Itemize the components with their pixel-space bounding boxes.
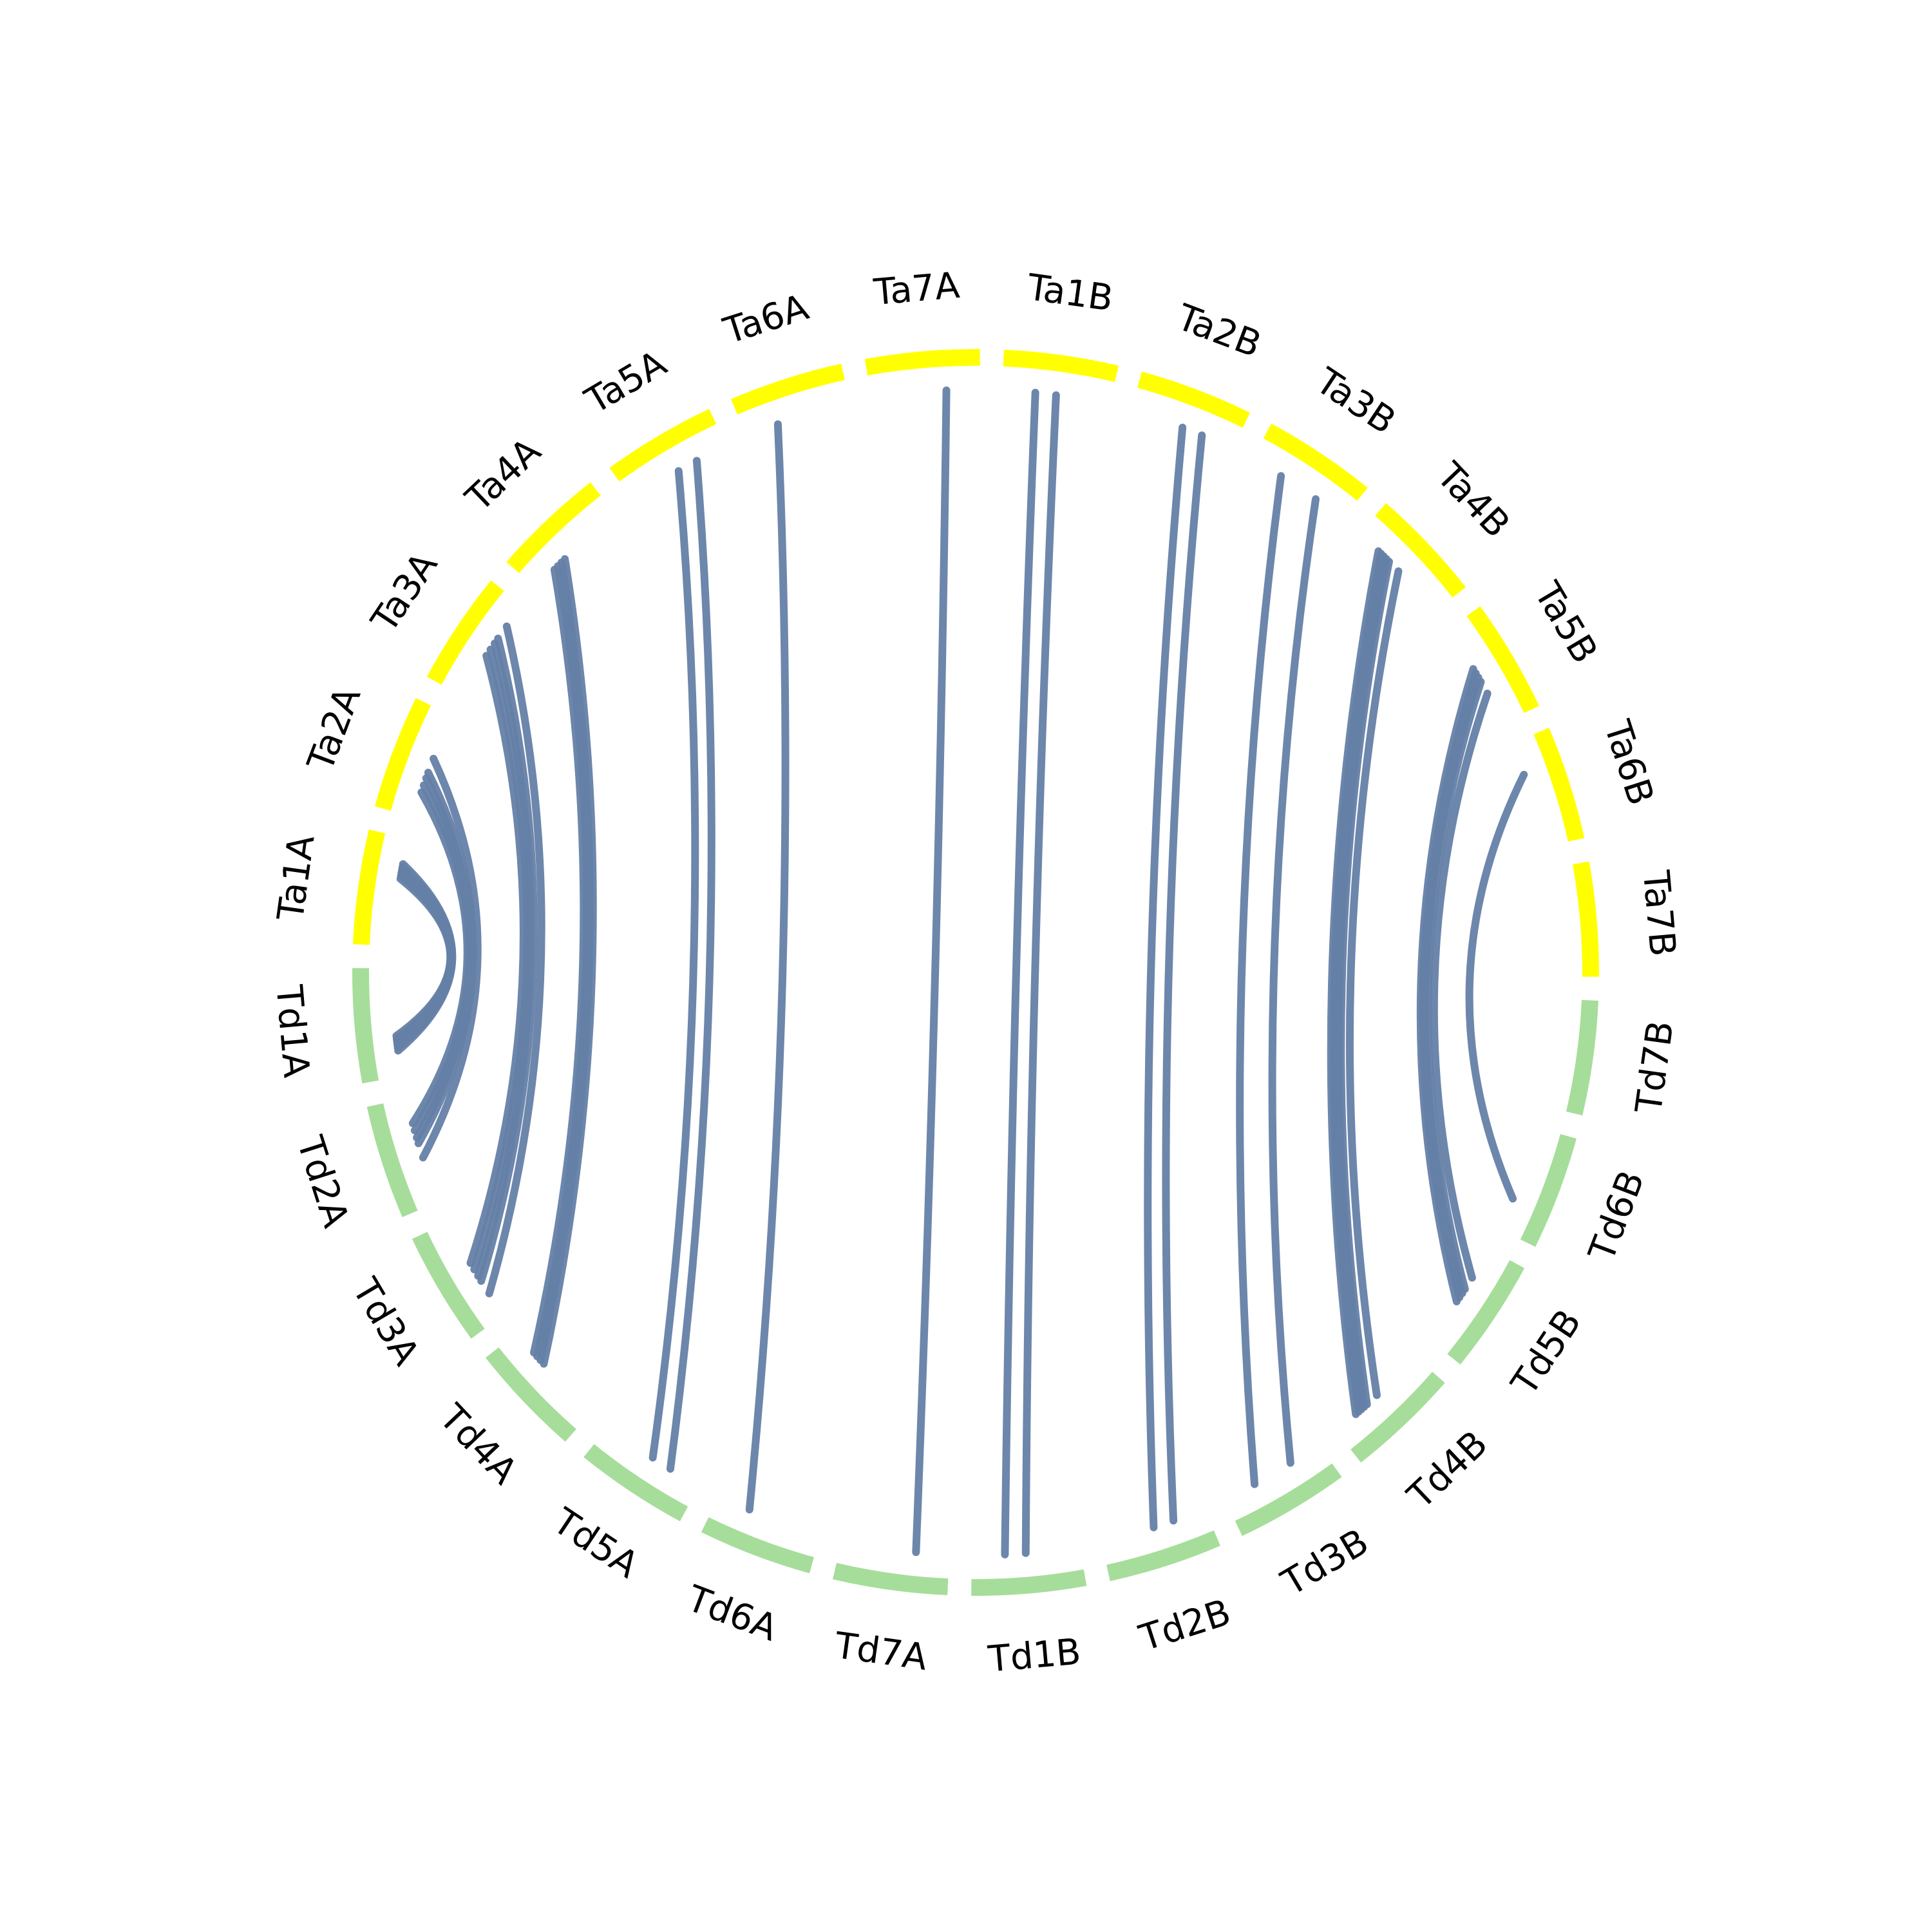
chromosome-label-td6b: Td6B [1580, 1165, 1653, 1267]
chromosome-label-ta6a: Ta6A [718, 287, 813, 353]
chromosome-label-td7b: Td7B [1628, 1018, 1682, 1116]
chromosome-label-ta4b: Ta4B [1428, 454, 1518, 545]
chromosome-label-td2a: Td2A [289, 1131, 357, 1233]
chromosome-segment-td7a [833, 1562, 949, 1596]
chromosome-label-ta2a: Ta2A [299, 681, 369, 777]
link-td6b-ta6b [1465, 770, 1528, 1203]
chromosome-segment-td2a [366, 1103, 418, 1218]
chromosome-label-ta1a: Ta1A [270, 833, 323, 924]
chromosome-segment-td4b [1350, 1372, 1445, 1463]
chromosome-segment-ta6a [730, 363, 845, 415]
chromosome-segment-ta5a [609, 408, 717, 482]
chromosome-segment-td1b [971, 1569, 1087, 1596]
chromosome-segment-ta5b [1466, 606, 1540, 714]
chromosome-label-ta5b: Ta5B [1526, 574, 1605, 670]
chromosome-segment-td1a [352, 968, 379, 1084]
chromosome-segment-td7b [1566, 999, 1599, 1115]
chromosome-label-ta2b: Ta2B [1171, 296, 1267, 366]
link-td4a-ta4a [530, 565, 588, 1357]
chromosome-segment-ta3b [1263, 423, 1368, 501]
chromosome-segment-ta1a [352, 829, 386, 945]
link-td2a-ta2a [419, 755, 482, 1162]
link-td2a-ta2a [408, 788, 471, 1128]
chromosome-label-ta1b: Ta1B [1024, 267, 1115, 320]
chromosome-segment-td4a [485, 1347, 576, 1442]
link-td4b-ta4b [1327, 547, 1383, 1418]
link-td5a-ta5a [649, 467, 699, 1462]
link-td5b-ta5b [1416, 665, 1477, 1305]
links-layer [392, 386, 1528, 1558]
chromosome-segment-ta4a [506, 482, 601, 573]
chromosome-label-ta5a: Ta5A [578, 343, 674, 422]
link-td5a-ta5a [666, 457, 715, 1473]
link-td5b-ta5b [1430, 689, 1492, 1282]
chromosome-segment-td5b [1447, 1260, 1525, 1365]
chromosome-label-td1b: Td1B [986, 1631, 1083, 1681]
link-td1b-ta1b [1001, 388, 1039, 1558]
chromosome-label-td5a: Td5A [545, 1500, 645, 1586]
link-td4b-ta4b [1345, 567, 1403, 1399]
link-td6a-ta6a [745, 420, 790, 1514]
chromosome-segment-ta3a [426, 580, 504, 685]
chromosome-segment-td6a [701, 1517, 814, 1573]
link-td2b-ta2b [1162, 431, 1206, 1525]
chromosome-segment-td5a [583, 1444, 688, 1522]
chromosome-label-ta3a: Ta3A [363, 545, 446, 641]
link-td3b-ta3b [1236, 472, 1285, 1488]
chromosome-label-ta4a: Ta4A [457, 430, 549, 520]
chromosome-ring [352, 349, 1599, 1596]
chromosome-segment-ta1b [1003, 349, 1119, 383]
chromosome-segment-td6b [1520, 1134, 1577, 1247]
chromosome-label-td7a: Td7A [831, 1625, 929, 1679]
chromosome-segment-td3a [412, 1231, 485, 1339]
chromosome-segment-ta7b [1572, 861, 1599, 977]
link-td2b-ta2b [1144, 423, 1187, 1531]
chromosome-label-td5b: Td5B [1503, 1302, 1589, 1403]
chromosome-label-ta7a: Ta7A [871, 265, 961, 314]
chromosome-label-td1a: Td1A [267, 983, 317, 1079]
chromosome-label-td4b: Td4B [1399, 1423, 1496, 1517]
chromosome-label-ta6b: Ta6B [1595, 715, 1662, 810]
link-td1b-ta1b [1021, 391, 1060, 1557]
chromosome-segment-ta2b [1137, 372, 1251, 428]
link-td3b-ta3b [1268, 495, 1320, 1467]
chromosome-segment-ta2a [375, 697, 431, 811]
link-td7a-ta7a [912, 386, 951, 1557]
chromosome-segment-ta7a [864, 349, 980, 376]
chromosome-label-td3a: Td3A [344, 1271, 428, 1373]
chromosome-label-td2b: Td2B [1134, 1591, 1236, 1660]
chromosome-label-td6a: Td6A [681, 1577, 782, 1649]
chromosome-segment-td2b [1106, 1530, 1221, 1582]
chromosome-label-ta7b: Ta7B [1634, 868, 1683, 958]
link-td1a-ta1a [392, 875, 455, 1040]
chromosome-segment-ta6b [1533, 727, 1585, 842]
chromosome-label-td4a: Td4A [431, 1396, 526, 1493]
chromosome-segment-td3b [1235, 1463, 1342, 1537]
chromosome-segment-ta4b [1375, 503, 1466, 598]
chromosome-label-ta3b: Ta3B [1308, 360, 1403, 443]
link-td3a-ta3a [485, 622, 545, 1298]
link-td3a-ta3a [466, 652, 527, 1267]
chromosome-label-td3b: Td3B [1274, 1521, 1376, 1605]
